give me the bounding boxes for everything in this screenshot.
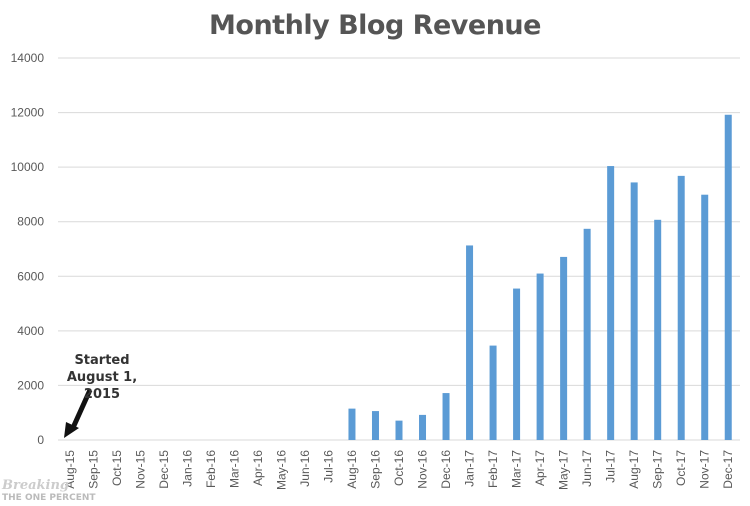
bar: [489, 345, 497, 440]
x-tick-label: Apr-17: [533, 450, 547, 486]
x-tick-label: Jan-17: [463, 450, 477, 487]
watermark-line1: Breaking: [2, 478, 70, 493]
x-tick-label: Mar-16: [227, 450, 241, 488]
x-tick-label: Nov-16: [416, 450, 430, 489]
bar: [466, 245, 474, 440]
x-tick-label: Jun-16: [298, 450, 312, 487]
annotation-line2: August 1, 2015: [66, 370, 138, 402]
bar: [395, 420, 403, 440]
x-tick-label: May-16: [274, 450, 288, 490]
x-tick-label: Nov-15: [133, 450, 147, 489]
y-tick-label: 4000: [17, 324, 44, 338]
bar: [371, 411, 379, 440]
y-tick-label: 14000: [11, 51, 45, 65]
x-tick-label: Mar-17: [510, 450, 524, 488]
y-tick-label: 0: [37, 433, 44, 447]
x-tick-label: Nov-17: [698, 450, 712, 489]
watermark-line2: The One Percent: [2, 493, 96, 503]
x-tick-label: Jan-16: [180, 450, 194, 487]
annotation: Started August 1, 2015: [52, 352, 152, 403]
x-tick-label: Sep-15: [86, 450, 100, 489]
x-tick-label: May-17: [557, 450, 571, 490]
bar: [583, 228, 591, 440]
bar: [701, 194, 709, 440]
x-tick-label: Feb-16: [204, 450, 218, 488]
x-tick-label: Oct-16: [392, 450, 406, 486]
x-tick-label: Jul-17: [604, 450, 618, 483]
arrow-shaft: [69, 388, 93, 432]
y-tick-label: 8000: [17, 215, 44, 229]
y-tick-label: 6000: [17, 269, 44, 283]
x-tick-label: Aug-16: [345, 450, 359, 489]
x-tick-label: Feb-17: [486, 450, 500, 488]
x-tick-label: Jul-16: [321, 450, 335, 483]
bar: [654, 219, 662, 440]
x-tick-label: Apr-16: [251, 450, 265, 486]
x-tick-label: Dec-15: [157, 450, 171, 489]
bar: [513, 288, 521, 440]
bar: [607, 166, 615, 440]
bar: [630, 182, 638, 440]
x-tick-label: Oct-17: [674, 450, 688, 486]
arrow-head: [64, 422, 79, 438]
bar: [536, 273, 544, 440]
x-tick-label: Sep-16: [368, 450, 382, 489]
y-tick-label: 10000: [11, 160, 45, 174]
x-tick-label: Aug-15: [63, 450, 77, 489]
bar: [348, 408, 356, 440]
x-tick-label: Sep-17: [651, 450, 665, 489]
x-tick-label: Dec-17: [721, 450, 735, 489]
bar: [677, 175, 685, 441]
bar: [724, 114, 732, 441]
annotation-line1: Started: [74, 353, 130, 368]
y-tick-label: 2000: [17, 378, 44, 392]
x-tick-label: Dec-16: [439, 450, 453, 489]
chart-title: Monthly Blog Revenue: [209, 10, 541, 41]
x-tick-label: Oct-15: [110, 450, 124, 486]
watermark-logo: Breaking The One Percent: [2, 478, 96, 503]
x-tick-label: Jun-17: [580, 450, 594, 487]
y-tick-label: 12000: [11, 106, 45, 120]
bar: [560, 256, 568, 440]
x-tick-label: Aug-17: [627, 450, 641, 489]
bar: [442, 393, 450, 440]
bar: [419, 414, 427, 440]
